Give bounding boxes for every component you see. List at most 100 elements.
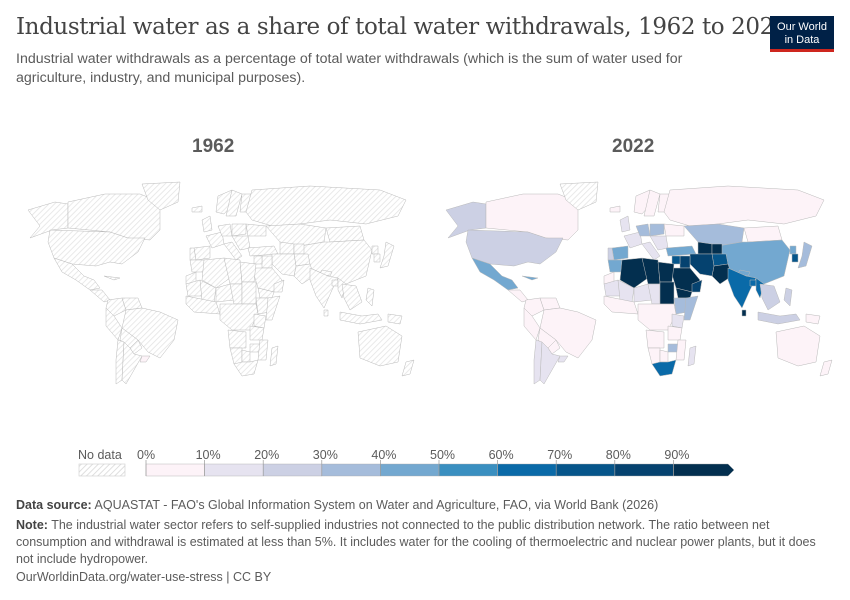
country-greenland[interactable] [559,181,599,211]
country-spain[interactable] [193,245,211,261]
country-uruguay[interactable] [139,355,151,363]
country-papua-new-guinea[interactable] [387,313,403,325]
country-alaska[interactable] [445,201,487,239]
country-india[interactable] [727,267,757,309]
country-south-korea[interactable] [791,253,799,263]
country-tanzania[interactable] [249,325,265,341]
country-uzbekistan[interactable] [293,243,305,255]
country-iraq[interactable] [261,255,273,269]
country-uruguay[interactable] [557,355,569,363]
country-united-kingdom[interactable] [201,215,213,233]
country-madagascar[interactable] [269,345,279,367]
country-zimbabwe[interactable] [667,343,679,353]
legend-bin-30-40[interactable] [321,463,381,477]
country-new-zealand[interactable] [819,359,833,377]
country-syria[interactable] [671,255,681,265]
country-kazakhstan[interactable] [265,223,327,247]
country-poland[interactable] [231,223,247,237]
source-url[interactable]: OurWorldinData.org/water-use-stress | CC… [16,570,272,584]
country-mozambique[interactable] [257,339,269,361]
legend-bin-0-10[interactable] [145,463,205,477]
country-south-korea[interactable] [373,253,381,263]
country-indonesia[interactable] [339,311,383,325]
country-poland[interactable] [649,223,665,237]
country-bangladesh[interactable] [331,279,339,287]
country-united-states[interactable] [465,229,564,267]
country-mexico[interactable] [53,257,101,291]
country-kenya[interactable] [671,313,685,329]
country-southeast-asia[interactable] [341,283,363,311]
country-sri-lanka[interactable] [741,309,747,317]
legend-bin-10-20[interactable] [204,463,264,477]
country-egypt[interactable] [657,261,675,283]
legend-bin-40-50[interactable] [380,463,440,477]
country-bangladesh[interactable] [749,279,757,287]
owid-logo[interactable]: Our World in Data [770,16,834,52]
country-turkmenistan[interactable] [279,241,295,255]
country-tanzania[interactable] [667,325,683,341]
legend-bin-50-60[interactable] [438,463,498,477]
country-canada[interactable] [485,193,579,241]
country-cuba[interactable] [521,275,539,281]
country-somalia[interactable] [265,295,281,321]
country-botswana[interactable] [659,349,669,363]
country-united-kingdom[interactable] [619,215,631,233]
country-kenya[interactable] [253,313,267,329]
country-myanmar[interactable] [755,277,765,299]
country-oman[interactable] [691,279,703,293]
country-algeria[interactable] [619,257,649,289]
country-alaska[interactable] [27,201,69,239]
world-map-1962[interactable] [10,180,425,390]
country-sri-lanka[interactable] [323,309,329,317]
country-colombia[interactable] [105,297,127,317]
country-west-africa[interactable] [603,295,639,315]
country-united-states[interactable] [47,229,146,267]
country-peru[interactable] [523,307,541,341]
country-philippines[interactable] [783,287,793,307]
country-italy[interactable] [641,241,661,261]
country-madagascar[interactable] [687,345,697,367]
country-papua-new-guinea[interactable] [805,313,821,325]
country-australia[interactable] [357,325,403,367]
country-russia[interactable] [663,185,825,227]
country-iceland[interactable] [191,205,203,213]
country-japan[interactable] [797,241,813,269]
country-kazakhstan[interactable] [683,223,745,247]
country-north-korea[interactable] [371,245,379,255]
country-canada[interactable] [67,193,161,241]
country-philippines[interactable] [365,287,375,307]
country-southeast-asia[interactable] [759,283,781,311]
country-angola[interactable] [227,329,247,349]
country-botswana[interactable] [241,349,251,363]
country-central-america[interactable] [89,289,111,303]
country-sweden[interactable] [225,189,243,217]
country-myanmar[interactable] [337,277,347,299]
legend-bin-90-100[interactable] [673,463,735,477]
country-ukraine[interactable] [663,223,685,237]
country-argentina[interactable] [121,341,143,385]
legend-bin-20-30[interactable] [263,463,323,477]
country-algeria[interactable] [201,257,231,289]
country-iraq[interactable] [679,255,691,269]
country-indonesia[interactable] [757,311,801,325]
country-south-africa[interactable] [233,359,259,377]
country-india[interactable] [309,267,339,309]
country-australia[interactable] [775,325,821,367]
country-west-africa[interactable] [185,295,221,315]
country-namibia[interactable] [229,347,243,365]
country-chile[interactable] [115,339,125,385]
country-oman[interactable] [273,279,285,293]
country-sudan[interactable] [659,281,675,305]
country-mozambique[interactable] [675,339,687,361]
legend-bin-80-90[interactable] [614,463,674,477]
legend-bin-70-80[interactable] [556,463,616,477]
legend-bin-60-70[interactable] [497,463,557,477]
country-chad[interactable] [229,283,243,305]
country-syria[interactable] [253,255,263,265]
country-sudan[interactable] [241,281,257,305]
country-iceland[interactable] [609,205,621,213]
country-central-america[interactable] [507,289,529,303]
country-chile[interactable] [533,339,543,385]
country-turkmenistan[interactable] [697,241,713,255]
country-angola[interactable] [645,329,665,349]
